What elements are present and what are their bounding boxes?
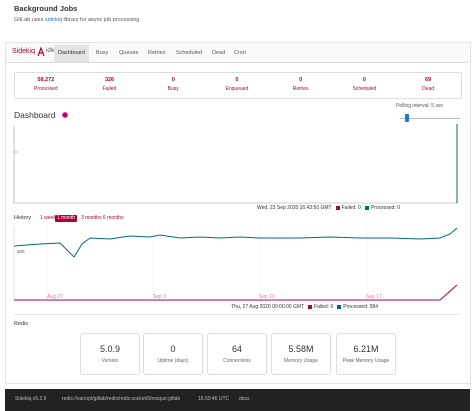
stat[interactable]: 326 Failed bbox=[78, 73, 142, 92]
redis-stat: 5.0.9 Version bbox=[80, 333, 140, 375]
redis-value: 64 bbox=[231, 344, 242, 354]
stat[interactable]: 0 Retries bbox=[269, 73, 333, 92]
stat[interactable]: 58,272 Processed bbox=[14, 73, 78, 92]
divider bbox=[14, 314, 460, 315]
redis-value: 5.58M bbox=[288, 344, 314, 354]
redis-stat: 0 Uptime (days) bbox=[143, 333, 203, 375]
subtitle: GitLab uses sidekiq library for async jo… bbox=[14, 17, 139, 23]
text: GitLab uses bbox=[14, 17, 45, 23]
processed: Processed: 584 bbox=[343, 304, 378, 310]
stat-label: Dead bbox=[422, 86, 434, 92]
stat-value: 0 bbox=[171, 77, 175, 83]
slider-track bbox=[400, 118, 460, 119]
redis-label: Peak Memory Usage bbox=[342, 358, 390, 364]
page-title: Background Jobs bbox=[14, 4, 78, 13]
nav-tab[interactable]: Cron bbox=[234, 50, 246, 56]
link[interactable]: sidekiq bbox=[44, 17, 63, 23]
nav-tab[interactable]: Retries bbox=[148, 50, 166, 56]
time: Wed, 23 Sep 2020 16:43:50 GMT bbox=[256, 205, 332, 211]
range-button[interactable]: 3 months bbox=[81, 215, 102, 221]
range-button[interactable]: 6 months bbox=[103, 215, 124, 221]
processed: Processed: 0 bbox=[370, 205, 400, 211]
time: Thu, 27 Aug 2020 00:00:00 GMT bbox=[231, 304, 305, 310]
polling-label: Polling interval: 5 sec bbox=[396, 103, 444, 109]
y-label: 500 bbox=[17, 249, 25, 254]
stats-box bbox=[14, 72, 462, 99]
text: library for async job processing bbox=[62, 17, 140, 23]
realtime-legend: Wed, 23 Sep 2020 16:43:50 GMT Failed: 0 Pr… bbox=[257, 205, 400, 211]
range-button[interactable]: 1 month bbox=[55, 215, 78, 222]
nav-tab[interactable]: Dashboard bbox=[54, 45, 89, 62]
x-label: Sep 17 bbox=[366, 294, 382, 300]
redis-value: 5.0.9 bbox=[99, 344, 121, 354]
stat-label: Processed bbox=[34, 86, 58, 92]
footer-docs[interactable]: docs bbox=[239, 396, 250, 402]
redis-label: Memory Usage bbox=[284, 358, 318, 364]
logo bbox=[37, 47, 45, 57]
stat-value: 326 bbox=[104, 77, 115, 83]
realtime-chart bbox=[13, 124, 458, 204]
stat-label: Scheduled bbox=[352, 86, 377, 92]
redis-stat: 5.58M Memory Usage bbox=[271, 333, 331, 375]
stat[interactable]: 69 Dead bbox=[396, 73, 460, 92]
history-title: History bbox=[14, 215, 32, 221]
stat-label: Retries bbox=[292, 86, 309, 92]
history-chart bbox=[13, 226, 458, 301]
footer-time: 16:50:46 UTC bbox=[198, 396, 230, 402]
x-label: Aug 27 bbox=[47, 294, 63, 300]
footer-url: redis://var/opt/gitlab/redis/redis.socke… bbox=[62, 396, 181, 402]
redis-stat: 6.21M Peak Memory Usage bbox=[336, 333, 396, 375]
redis-label: Version bbox=[101, 358, 119, 364]
redis-label: Uptime (days) bbox=[157, 358, 189, 364]
stat-value: 0 bbox=[235, 77, 239, 83]
stat-label: Busy bbox=[167, 86, 179, 92]
failed: Failed: 0 bbox=[314, 304, 334, 310]
nav-tab[interactable]: Queues bbox=[119, 50, 139, 56]
navbar bbox=[6, 43, 469, 63]
stat-label: Enqueued bbox=[225, 86, 249, 92]
footer bbox=[5, 389, 470, 411]
slider-handle[interactable] bbox=[405, 114, 409, 122]
status: idle bbox=[46, 48, 56, 54]
redis-title: Redis bbox=[14, 321, 29, 327]
range-button[interactable]: 1 week bbox=[40, 215, 56, 221]
live-dot bbox=[63, 113, 67, 117]
stat-value: 0 bbox=[362, 77, 366, 83]
history-legend: Thu, 27 Aug 2020 00:00:00 GMT Failed: 0 Pr… bbox=[231, 304, 378, 310]
redis-value: 6.21M bbox=[353, 344, 379, 354]
stat[interactable]: 0 Enqueued bbox=[205, 73, 269, 92]
nav-tab[interactable]: Dead bbox=[212, 50, 226, 56]
stat[interactable]: 0 Scheduled bbox=[333, 73, 397, 92]
stat[interactable]: 0 Busy bbox=[141, 73, 205, 92]
stat-value: 58,272 bbox=[37, 77, 55, 83]
nav-tab[interactable]: Busy bbox=[96, 50, 109, 56]
brand[interactable]: Sidekiq bbox=[12, 48, 35, 55]
nav-tab[interactable]: Scheduled bbox=[176, 50, 202, 56]
stat-value: 69 bbox=[424, 77, 432, 83]
stat-value: 0 bbox=[299, 77, 303, 83]
failed: Failed: 0 bbox=[341, 205, 361, 211]
footer-version: Sidekiq v5.2.9 bbox=[15, 396, 47, 402]
redis-value: 0 bbox=[170, 344, 176, 354]
panel bbox=[5, 42, 471, 384]
redis-stat: 64 Connections bbox=[207, 333, 267, 375]
section-title: Dashboard bbox=[14, 110, 56, 120]
x-label: Sep 3 bbox=[153, 294, 167, 300]
stat-label: Failed bbox=[102, 86, 117, 92]
x-label: Sep 10 bbox=[259, 294, 275, 300]
redis-label: Connections bbox=[223, 358, 251, 364]
